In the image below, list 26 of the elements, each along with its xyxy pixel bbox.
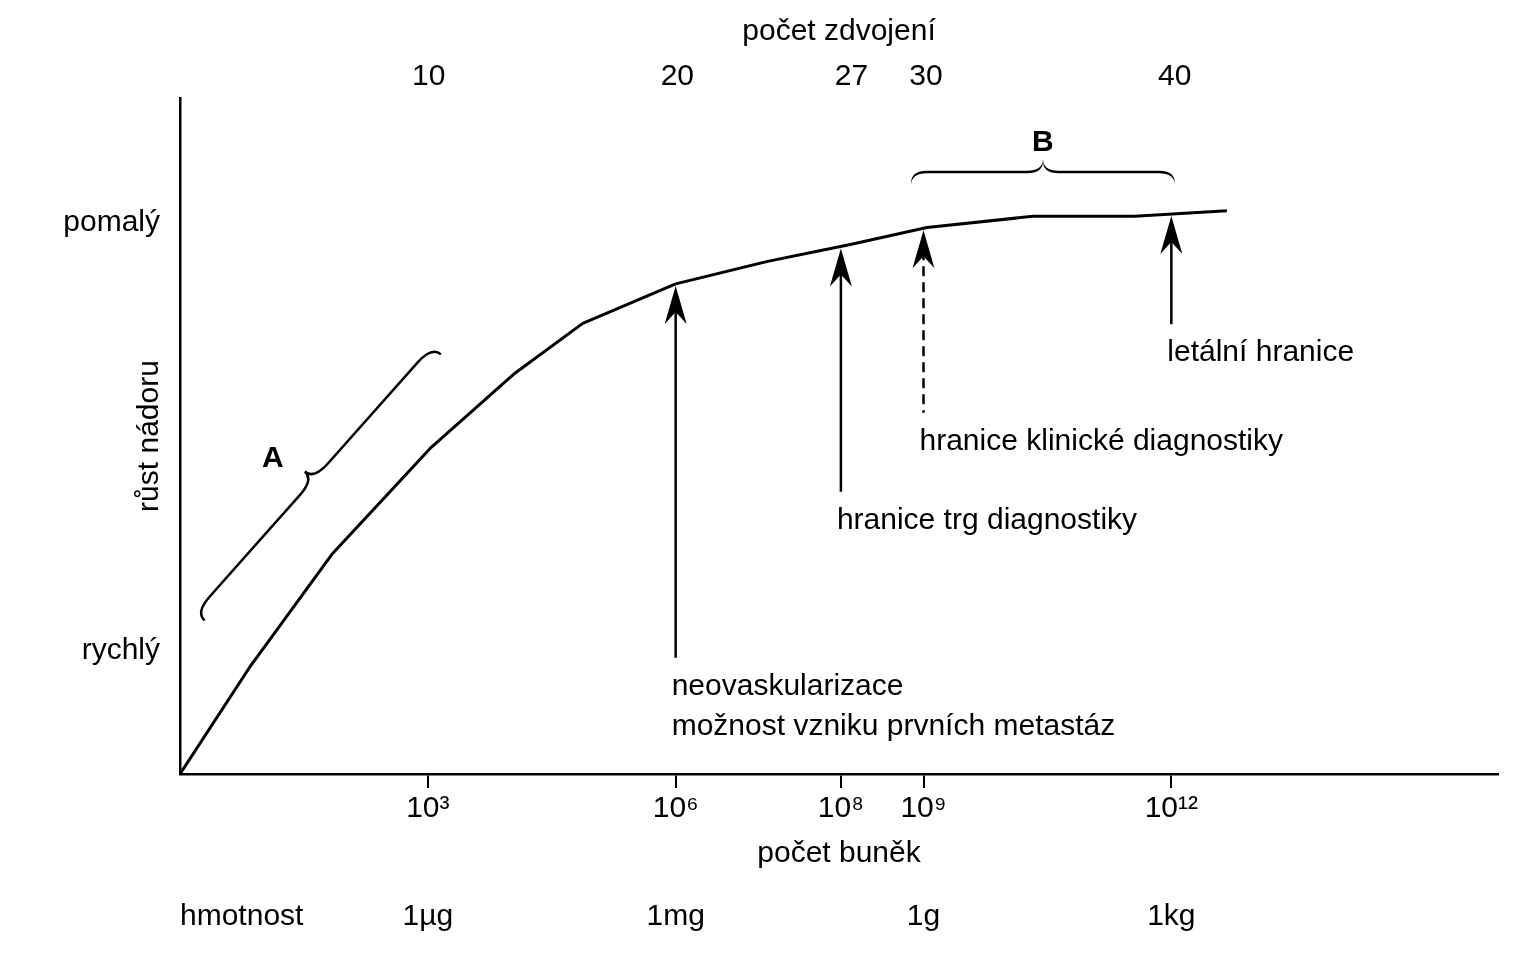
text: hmotnost: [180, 898, 304, 932]
x2-axis-title: počet zdvojení: [742, 13, 937, 47]
x-tick-label: 10¹²: [1144, 790, 1199, 824]
y-axis-title: růst nádoru: [131, 360, 165, 512]
x-axis-title: počet buněk: [757, 835, 922, 869]
x-tick-label: 10⁹: [900, 790, 947, 824]
x-tick-label: 10⁶: [652, 790, 699, 824]
ref-line-label: neovaskularizace možnost vzniku prvních metastáz: [671, 667, 1116, 741]
text: 1g: [905, 898, 942, 932]
x2-tick-label: 20: [660, 58, 695, 92]
text: pomalý: [62, 203, 160, 238]
text: B: [1032, 123, 1054, 157]
ref-line-label: hranice klinické diagnostiky: [919, 423, 1284, 457]
ref-line-label: letální hranice: [1167, 334, 1355, 368]
text: 1mg: [645, 898, 706, 932]
x-tick-label: 10³: [406, 790, 450, 824]
x2-tick-label: 30: [909, 58, 943, 92]
text: rychlý: [80, 632, 160, 667]
text: 1µg: [401, 898, 455, 932]
text: 1kg: [1146, 898, 1197, 932]
x2-tick-label: 40: [1158, 58, 1192, 92]
x-tick-label: 10⁸: [817, 790, 864, 824]
annotation: A: [261, 440, 284, 474]
ref-line-label: hranice trg diagnostiky: [836, 502, 1138, 536]
x2-tick-label: 27: [834, 58, 869, 92]
x2-tick-label: 10: [411, 58, 446, 92]
